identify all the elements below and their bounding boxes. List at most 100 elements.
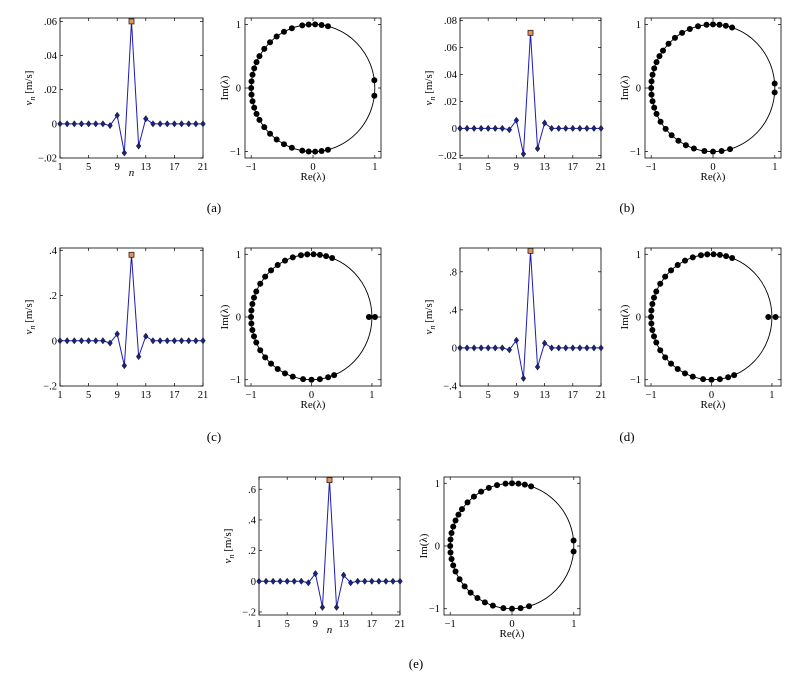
- eigenvalue-point: [257, 280, 264, 287]
- y-tick-label: .02: [44, 85, 57, 96]
- data-point: [362, 577, 368, 585]
- data-point: [541, 339, 548, 347]
- data-point: [598, 344, 604, 352]
- eigenvalue-point: [289, 254, 296, 261]
- eigenvalue-point: [371, 92, 378, 99]
- eigenvalue-point: [700, 376, 707, 383]
- eigenvalue-point: [305, 21, 312, 28]
- eigenvalue-point: [308, 376, 315, 383]
- x-tick-label: 5: [486, 162, 491, 173]
- eigenvalue-point: [251, 104, 258, 111]
- data-point: [492, 124, 498, 132]
- y-tick-label: 1: [636, 20, 641, 31]
- data-point: [143, 115, 149, 123]
- eigenvalue-point: [273, 33, 280, 40]
- data-point: [298, 577, 304, 585]
- eigenvalue-point: [448, 529, 455, 536]
- y-tick-label: 0: [636, 84, 641, 95]
- data-point: [78, 337, 85, 345]
- data-point: [471, 344, 477, 352]
- line-plot-3: 1 5 9 13 17 21 −.4 0 .4 .8 vn [m/s]: [423, 247, 606, 401]
- eigenvalue-point: [509, 480, 515, 487]
- eigenvalue-point: [659, 47, 666, 54]
- y-tick-label: 0: [435, 542, 440, 553]
- data-point: [305, 579, 311, 587]
- panel-label-a: (a): [207, 200, 221, 215]
- panel-label-d: (d): [619, 429, 634, 444]
- eigenvalue-point: [697, 252, 704, 259]
- eigenvalue-point: [249, 98, 256, 105]
- eigenvalue-point: [248, 320, 255, 327]
- y-tick-label: .6: [248, 485, 256, 496]
- data-point: [93, 337, 99, 345]
- y-tick-label: −.02: [438, 151, 457, 162]
- y-axis-label: Im(λ): [219, 75, 231, 100]
- eigenvalue-point: [528, 483, 535, 490]
- peak-marker: [326, 477, 333, 483]
- eigenvalue-point: [662, 354, 669, 361]
- x-tick-label: 0: [709, 390, 714, 401]
- peak-marker: [128, 18, 135, 25]
- y-axis-label-unit: [m/s]: [23, 71, 35, 97]
- eigenvalue-point: [251, 294, 258, 301]
- y-axis-label: Im(λ): [619, 304, 631, 329]
- data-point: [200, 337, 206, 345]
- eigenvalue-point: [648, 91, 655, 98]
- plot-frame: [59, 247, 204, 387]
- y-tick-label: .2: [248, 546, 256, 557]
- eigenvalue-point: [657, 280, 664, 287]
- eigenvalue-point: [253, 339, 260, 346]
- eigenvalue-point: [656, 53, 663, 60]
- data-point: [541, 119, 548, 127]
- data-point: [591, 124, 597, 132]
- eigenvalue-point: [450, 523, 457, 530]
- eigenvalue-point: [312, 148, 319, 155]
- data-point: [548, 344, 555, 352]
- eigenvalue-point: [649, 71, 656, 78]
- eigenvalue-point: [502, 480, 509, 487]
- data-point: [277, 577, 283, 585]
- eigenvalue-point: [261, 124, 268, 131]
- eigenvalue-point: [256, 116, 263, 123]
- y-axis-label: Im(λ): [619, 75, 631, 100]
- x-tick-label: 17: [568, 162, 579, 173]
- eigenvalue-point: [248, 314, 255, 320]
- data-point: [171, 337, 178, 345]
- data-point: [157, 120, 163, 128]
- eigenvalue-point: [657, 347, 664, 354]
- y-tick-label: 1: [236, 250, 241, 261]
- eigenvalue-point: [316, 376, 323, 383]
- eigenvalue-point: [447, 536, 454, 543]
- eigenvalue-point: [648, 78, 655, 85]
- x-tick-label: 5: [86, 162, 91, 173]
- eigenvalue-point: [274, 261, 281, 268]
- eigenvalue-point: [248, 85, 255, 91]
- eigenvalue-point: [521, 481, 528, 488]
- y-tick-label: 0: [452, 124, 457, 135]
- data-point: [471, 124, 477, 132]
- x-tick-label: 1: [57, 390, 62, 401]
- data-point: [464, 124, 470, 132]
- data-point: [107, 339, 113, 347]
- data-point: [591, 344, 597, 352]
- eigenvalue-point: [674, 261, 681, 268]
- data-point: [577, 124, 583, 132]
- y-axis-label-var: v: [23, 329, 35, 334]
- eigenvalue-point: [312, 21, 319, 28]
- y-axis-label: vn [m/s]: [23, 71, 37, 106]
- data-point: [534, 145, 541, 153]
- eigenvalue-point: [679, 29, 686, 36]
- x-tick-label: 1: [457, 162, 462, 173]
- x-tick-label: 13: [338, 619, 349, 630]
- eigen-plot-3: −1 0 1 −1 0 1 Re(λ) Im(λ): [619, 247, 782, 411]
- x-tick-label: −1: [245, 390, 256, 401]
- eigenvalue-point: [710, 21, 716, 28]
- data-point: [171, 120, 178, 128]
- eigenvalue-point: [478, 488, 485, 495]
- data-point: [256, 577, 262, 585]
- eigen-plot-4: −1 0 1 −1 0 1 Re(λ) Im(λ): [418, 476, 581, 640]
- eigen-plot-0: −1 0 1 −1 0 1 Re(λ) Im(λ): [219, 17, 382, 183]
- data-point: [178, 120, 185, 128]
- eigenvalue-point: [248, 307, 255, 314]
- x-tick-label: 9: [514, 162, 519, 173]
